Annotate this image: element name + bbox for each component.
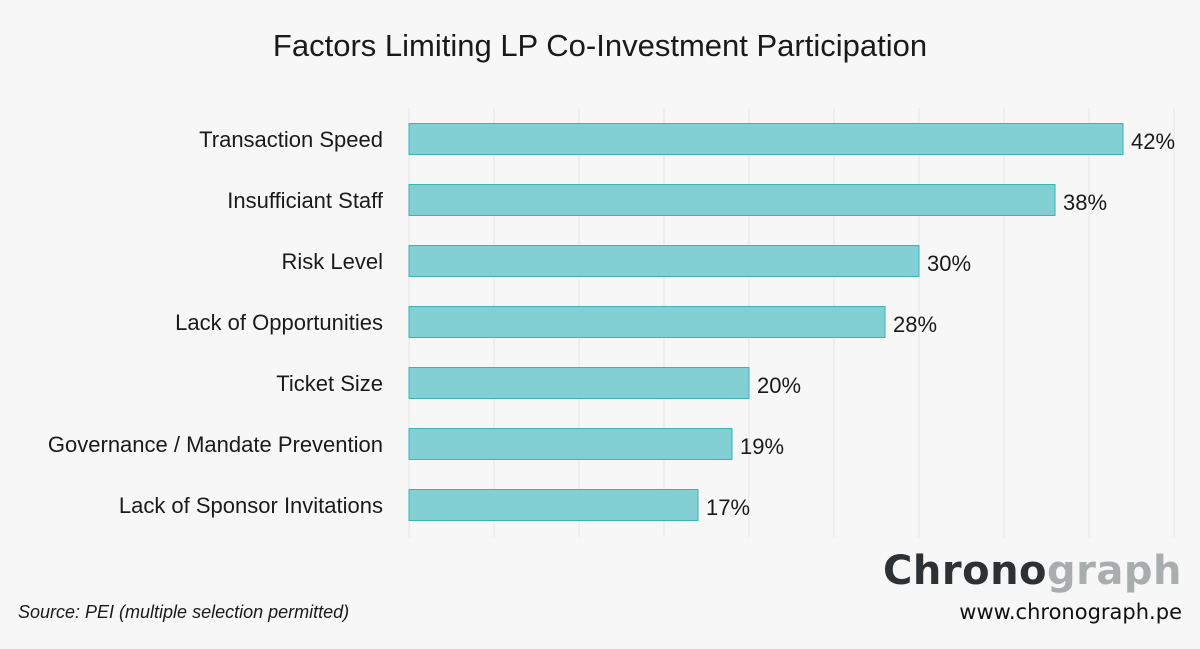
logo-part-1: Chrono xyxy=(883,548,1048,594)
logo-part-2: graph xyxy=(1047,548,1182,594)
bar xyxy=(408,184,1056,216)
data-label: 17% xyxy=(706,495,750,520)
data-label: 28% xyxy=(893,312,937,337)
chart-title: Factors Limiting LP Co-Investment Partic… xyxy=(272,28,928,63)
chronograph-logo: Chronograph xyxy=(883,548,1182,594)
category-label: Risk Level xyxy=(282,249,383,274)
data-label: 20% xyxy=(757,373,801,398)
category-label: Lack of Sponsor Invitations xyxy=(119,493,383,518)
bar xyxy=(408,367,750,399)
source-note: Source: PEI (multiple selection permitte… xyxy=(18,602,350,622)
bar xyxy=(408,489,699,521)
category-label: Ticket Size xyxy=(276,371,383,396)
category-label: Lack of Opportunities xyxy=(175,310,383,335)
bar xyxy=(408,306,886,338)
category-label: Governance / Mandate Prevention xyxy=(48,432,383,457)
website-url: www.chronograph.pe xyxy=(959,600,1182,624)
data-label: 38% xyxy=(1063,190,1107,215)
bar xyxy=(408,245,920,277)
bar xyxy=(408,428,733,460)
category-label: Transaction Speed xyxy=(199,127,383,152)
category-label: Insufficiant Staff xyxy=(227,188,384,213)
bar xyxy=(408,123,1124,155)
data-label: 42% xyxy=(1131,129,1175,154)
data-label: 30% xyxy=(927,251,971,276)
data-label: 19% xyxy=(740,434,784,459)
